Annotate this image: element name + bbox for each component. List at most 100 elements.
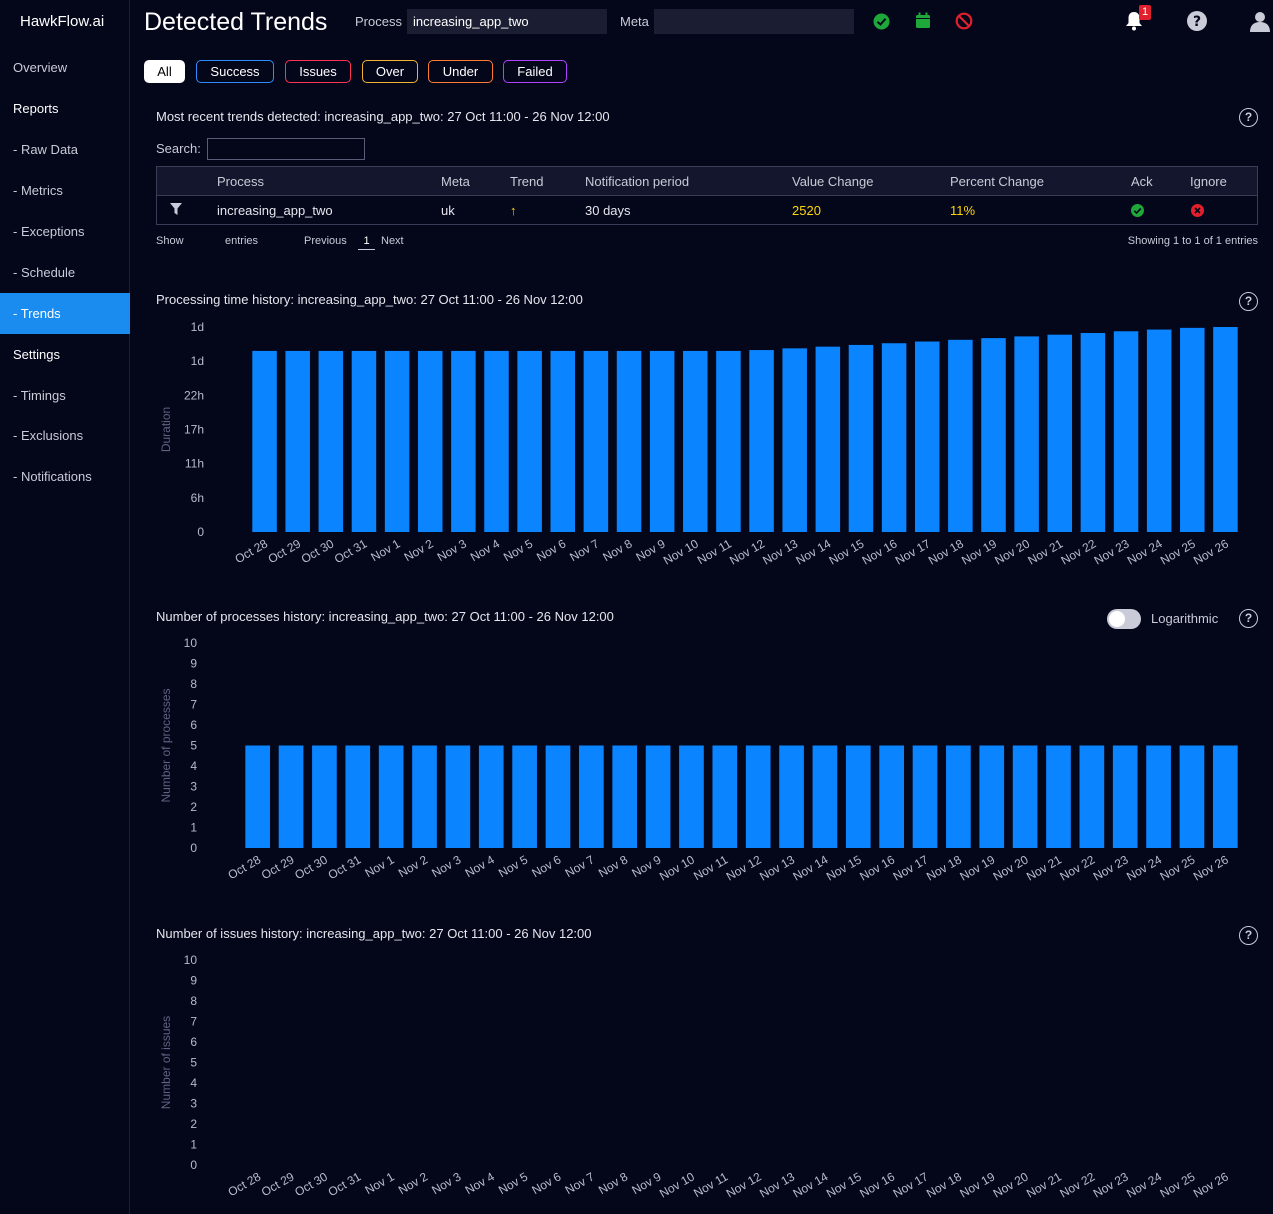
filter-icon[interactable] xyxy=(170,203,182,215)
bar[interactable] xyxy=(417,350,443,532)
filter-under-button[interactable]: Under xyxy=(428,60,493,83)
next-button[interactable]: Next xyxy=(381,235,404,247)
ban-icon[interactable] xyxy=(955,12,973,30)
bar[interactable] xyxy=(545,745,571,849)
bar[interactable] xyxy=(779,745,804,849)
bar[interactable] xyxy=(1046,745,1071,849)
column-header-trend[interactable]: Trend xyxy=(510,174,544,189)
bar[interactable] xyxy=(318,350,344,532)
filter-all-button[interactable]: All xyxy=(144,60,185,83)
sidebar-item-settings[interactable]: Settings xyxy=(13,347,60,362)
ignore-close-icon[interactable] xyxy=(1191,204,1204,217)
bar[interactable] xyxy=(378,745,404,849)
bar[interactable] xyxy=(679,745,704,849)
bar[interactable] xyxy=(550,350,576,532)
column-header-meta[interactable]: Meta xyxy=(441,174,470,189)
column-header-ignore[interactable]: Ignore xyxy=(1190,174,1227,189)
bar[interactable] xyxy=(484,350,509,532)
bar[interactable] xyxy=(979,745,1005,849)
bar[interactable] xyxy=(345,745,371,849)
bar[interactable] xyxy=(579,745,604,849)
bar[interactable] xyxy=(478,745,504,849)
help-icon[interactable]: ? xyxy=(1239,926,1258,945)
bar[interactable] xyxy=(612,745,638,849)
logarithmic-toggle[interactable] xyxy=(1107,609,1141,629)
bar[interactable] xyxy=(583,350,609,532)
process-select[interactable]: increasing_app_two xyxy=(407,9,607,34)
sidebar-item-trends[interactable]: - Trends xyxy=(0,293,130,334)
calendar-icon[interactable] xyxy=(915,12,931,29)
bar[interactable] xyxy=(245,745,271,849)
bar[interactable] xyxy=(881,343,907,532)
bar[interactable] xyxy=(517,350,542,532)
bar[interactable] xyxy=(1146,745,1171,849)
bar[interactable] xyxy=(749,350,774,532)
bar[interactable] xyxy=(712,745,738,849)
bar[interactable] xyxy=(845,745,871,849)
bar[interactable] xyxy=(914,341,940,532)
sidebar-item-notifications[interactable]: - Notifications xyxy=(13,469,92,484)
help-icon[interactable]: ? xyxy=(1187,11,1207,31)
bar[interactable] xyxy=(351,350,377,532)
previous-button[interactable]: Previous xyxy=(304,235,347,247)
bar[interactable] xyxy=(948,339,973,532)
bar[interactable] xyxy=(451,350,476,532)
column-header-value-change[interactable]: Value Change xyxy=(792,174,874,189)
filter-issues-button[interactable]: Issues xyxy=(285,60,351,83)
ack-check-icon[interactable] xyxy=(1131,204,1144,217)
bar[interactable] xyxy=(815,346,841,532)
bar[interactable] xyxy=(649,350,675,532)
bar[interactable] xyxy=(1146,329,1172,532)
bar[interactable] xyxy=(1079,745,1105,849)
brand-logo[interactable]: HawkFlow.ai xyxy=(20,13,105,30)
bar[interactable] xyxy=(252,350,277,532)
help-icon[interactable]: ? xyxy=(1239,292,1258,311)
bar[interactable] xyxy=(1180,327,1205,532)
sidebar-item-raw-data[interactable]: - Raw Data xyxy=(13,142,79,157)
bar[interactable] xyxy=(912,745,938,849)
sidebar-item-overview[interactable]: Overview xyxy=(13,60,68,75)
bar[interactable] xyxy=(1014,336,1039,532)
bar[interactable] xyxy=(645,745,671,849)
bar[interactable] xyxy=(1012,745,1038,849)
bar[interactable] xyxy=(616,350,642,532)
bar[interactable] xyxy=(1080,332,1106,532)
column-header-ack[interactable]: Ack xyxy=(1131,174,1153,189)
bar[interactable] xyxy=(879,745,904,849)
bar[interactable] xyxy=(1047,334,1073,532)
bar[interactable] xyxy=(412,745,437,849)
bar[interactable] xyxy=(1179,745,1205,849)
bar[interactable] xyxy=(1113,331,1139,532)
bar[interactable] xyxy=(848,344,874,532)
bar[interactable] xyxy=(312,745,337,849)
bar[interactable] xyxy=(285,350,310,532)
filter-failed-button[interactable]: Failed xyxy=(503,60,567,83)
column-header-process[interactable]: Process xyxy=(217,174,264,189)
check-circle-icon[interactable] xyxy=(873,13,890,30)
bar[interactable] xyxy=(278,745,304,849)
sidebar-item-schedule[interactable]: - Schedule xyxy=(13,265,76,280)
bar[interactable] xyxy=(946,745,971,849)
bar[interactable] xyxy=(716,350,741,532)
filter-over-button[interactable]: Over xyxy=(362,60,418,83)
help-icon[interactable]: ? xyxy=(1239,609,1258,628)
page-number-button[interactable]: 1 xyxy=(358,235,375,250)
filter-success-button[interactable]: Success xyxy=(196,60,274,83)
sidebar-item-exceptions[interactable]: - Exceptions xyxy=(13,224,85,239)
sidebar-item-exclusions[interactable]: - Exclusions xyxy=(13,428,84,443)
bar[interactable] xyxy=(512,745,537,849)
sidebar-item-timings[interactable]: - Timings xyxy=(13,388,66,403)
sidebar-item-reports[interactable]: Reports xyxy=(13,101,59,116)
column-header-percent-change[interactable]: Percent Change xyxy=(950,174,1044,189)
bar[interactable] xyxy=(782,348,807,532)
column-header-notification-period[interactable]: Notification period xyxy=(585,174,690,189)
bell-icon[interactable] xyxy=(1124,10,1144,32)
meta-select[interactable] xyxy=(654,9,854,34)
sidebar-item-metrics[interactable]: - Metrics xyxy=(13,183,63,198)
bar[interactable] xyxy=(1213,327,1238,532)
bar[interactable] xyxy=(1212,745,1238,849)
search-input[interactable] xyxy=(207,138,365,160)
help-icon[interactable]: ? xyxy=(1239,108,1258,127)
bar[interactable] xyxy=(745,745,771,849)
bar[interactable] xyxy=(812,745,838,849)
